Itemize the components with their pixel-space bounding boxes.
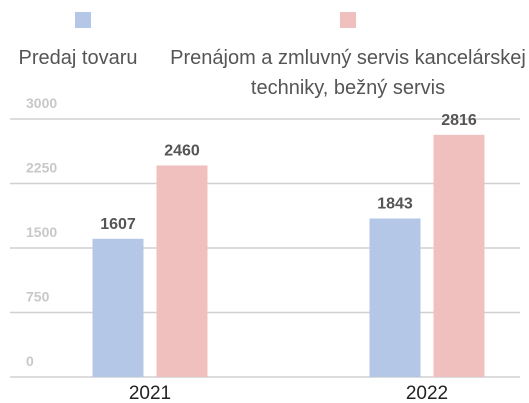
legend-label: Predaj tovaru	[18, 47, 138, 69]
y-tick-label: 3000	[26, 95, 57, 111]
y-tick-label: 2250	[26, 160, 57, 176]
legend-swatch	[340, 12, 356, 28]
data-label: 1843	[377, 196, 413, 213]
data-label: 2460	[164, 142, 200, 159]
bar	[433, 134, 485, 377]
data-label: 2816	[441, 112, 477, 129]
bar	[369, 218, 421, 377]
bar	[156, 165, 208, 377]
legend-swatch	[75, 12, 91, 28]
bar	[92, 238, 144, 377]
x-tick-label: 2022	[406, 383, 448, 403]
legend-label: Prenájom a zmluvný servis kancelárskej t…	[170, 47, 526, 99]
y-tick-label: 750	[26, 289, 50, 305]
data-label: 1607	[100, 216, 136, 233]
y-tick-label: 0	[26, 353, 34, 369]
x-tick-label: 2021	[129, 383, 171, 403]
y-tick-label: 1500	[26, 224, 57, 240]
